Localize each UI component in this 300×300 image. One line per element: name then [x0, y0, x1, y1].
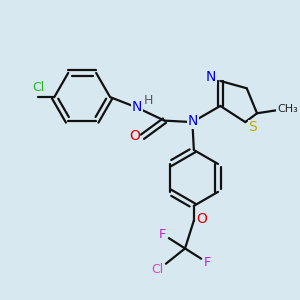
Text: F: F — [204, 256, 211, 269]
Text: O: O — [196, 212, 208, 226]
Text: CH₃: CH₃ — [277, 104, 298, 114]
Text: F: F — [159, 228, 166, 241]
Text: N: N — [132, 100, 142, 114]
Text: N: N — [188, 115, 198, 128]
Text: Cl: Cl — [32, 81, 44, 94]
Text: O: O — [129, 129, 140, 143]
Text: S: S — [248, 120, 257, 134]
Text: Cl: Cl — [151, 262, 163, 275]
Text: N: N — [206, 70, 216, 84]
Text: H: H — [144, 94, 153, 106]
